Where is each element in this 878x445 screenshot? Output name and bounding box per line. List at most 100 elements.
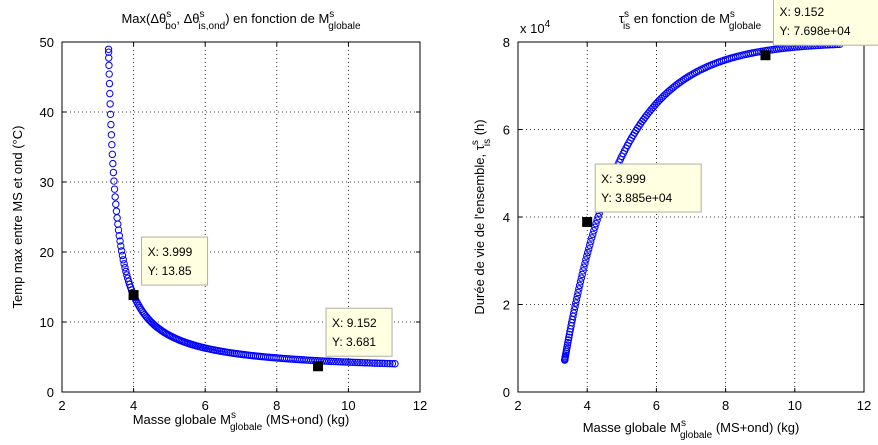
data-point [111, 193, 119, 201]
data-point [341, 358, 350, 366]
y-tick-label: 50 [40, 35, 54, 50]
data-point [116, 237, 124, 245]
datatip-x-label: X: 3.999 [601, 172, 646, 186]
data-point [681, 74, 690, 83]
data-point [145, 316, 154, 324]
data-point [586, 241, 594, 249]
x-tick-label: 8 [722, 398, 729, 413]
data-point [105, 79, 114, 88]
data-point [110, 185, 119, 193]
data-point [679, 76, 688, 84]
data-point [591, 223, 599, 231]
data-point [322, 357, 331, 365]
data-point [371, 359, 379, 367]
datatip-y-label: Y: 3.885e+04 [601, 191, 672, 205]
data-point [344, 358, 352, 366]
data-point [115, 232, 123, 240]
data-point [351, 358, 359, 367]
data-point [576, 278, 585, 286]
y-tick-label: 0 [503, 385, 510, 400]
data-point [120, 260, 128, 268]
left-series [104, 45, 399, 368]
data-point [388, 359, 397, 368]
data-point [325, 357, 333, 365]
data-point [585, 245, 593, 253]
data-point [588, 234, 596, 242]
data-point [106, 110, 115, 118]
data-point [108, 150, 117, 159]
data-point [104, 45, 113, 53]
y-tick-label: 6 [503, 123, 510, 138]
data-point [117, 247, 126, 255]
data-point [590, 227, 598, 235]
data-point [575, 285, 583, 293]
y-tick-label: 2 [503, 298, 510, 313]
data-point [114, 226, 123, 234]
data-point [363, 359, 372, 367]
y-tick-label: 10 [40, 315, 54, 330]
data-point [569, 309, 578, 317]
data-point [571, 302, 579, 311]
x-tick-label: 6 [653, 398, 660, 413]
data-point [356, 358, 364, 367]
x-tick-label: 2 [514, 398, 521, 413]
left-title: Max(Δθs bo, Δθs is,ond) en fonction de Ms g… [121, 9, 361, 32]
data-point [580, 263, 588, 271]
data-point [366, 359, 374, 367]
left-xlabel: Masse globale Ms globale (MS+ond) (kg) [133, 410, 350, 433]
data-point [112, 200, 120, 208]
data-point [105, 61, 113, 70]
data-point [123, 271, 131, 279]
data-point [582, 256, 590, 264]
data-point [565, 333, 573, 342]
data-point [346, 358, 354, 366]
datatip-x-label: X: 3.999 [148, 245, 193, 259]
y-tick-label: 0 [47, 385, 54, 400]
x-tick-label: 4 [584, 398, 591, 413]
data-point [104, 48, 113, 56]
datatip-y-label: Y: 3.681 [332, 335, 376, 349]
data-point [122, 267, 130, 276]
datatip-marker[interactable] [760, 50, 771, 61]
data-point [348, 358, 357, 367]
right-ylabel: Durée de vie de l'ensemble, τsis (h) [470, 119, 493, 314]
datatip-marker[interactable] [313, 361, 324, 372]
data-point [368, 359, 376, 367]
data-point [320, 357, 329, 365]
data-point [358, 358, 367, 367]
data-point [376, 359, 384, 367]
datatip-box [772, 0, 878, 46]
datatip-marker[interactable] [128, 290, 139, 301]
x-tick-label: 4 [130, 398, 137, 413]
y-tick-label: 8 [503, 35, 510, 50]
x-tick-label: 12 [857, 398, 871, 413]
x-tick-label: 10 [341, 398, 355, 413]
left-axes: 2 4 6 8 10 12 0 10 20 30 40 50 X: 3.999 Y: 13.85 X: 9… [10, 9, 427, 433]
data-point [574, 288, 582, 297]
data-point [109, 159, 117, 168]
datatip-marker[interactable] [582, 217, 593, 228]
left-axes-box [61, 41, 421, 393]
data-point [683, 73, 691, 82]
data-point [391, 360, 399, 368]
data-point [332, 357, 340, 366]
data-point [587, 237, 595, 246]
data-point [386, 359, 394, 368]
right-title: τs is en fonction de Ms globale [619, 9, 762, 32]
data-point [118, 251, 127, 260]
data-point [337, 358, 345, 366]
datatip-x-label: X: 9.152 [779, 5, 824, 19]
data-point [373, 359, 381, 367]
data-point [135, 302, 143, 310]
y-tick-label: 20 [40, 245, 54, 260]
x-tick-label: 8 [273, 398, 280, 413]
data-point [689, 70, 697, 78]
data-point [383, 359, 391, 368]
x-tick-label: 10 [788, 398, 802, 413]
datatip-box [325, 307, 393, 357]
data-point [573, 292, 581, 300]
data-point [592, 219, 600, 228]
data-point [593, 216, 601, 224]
